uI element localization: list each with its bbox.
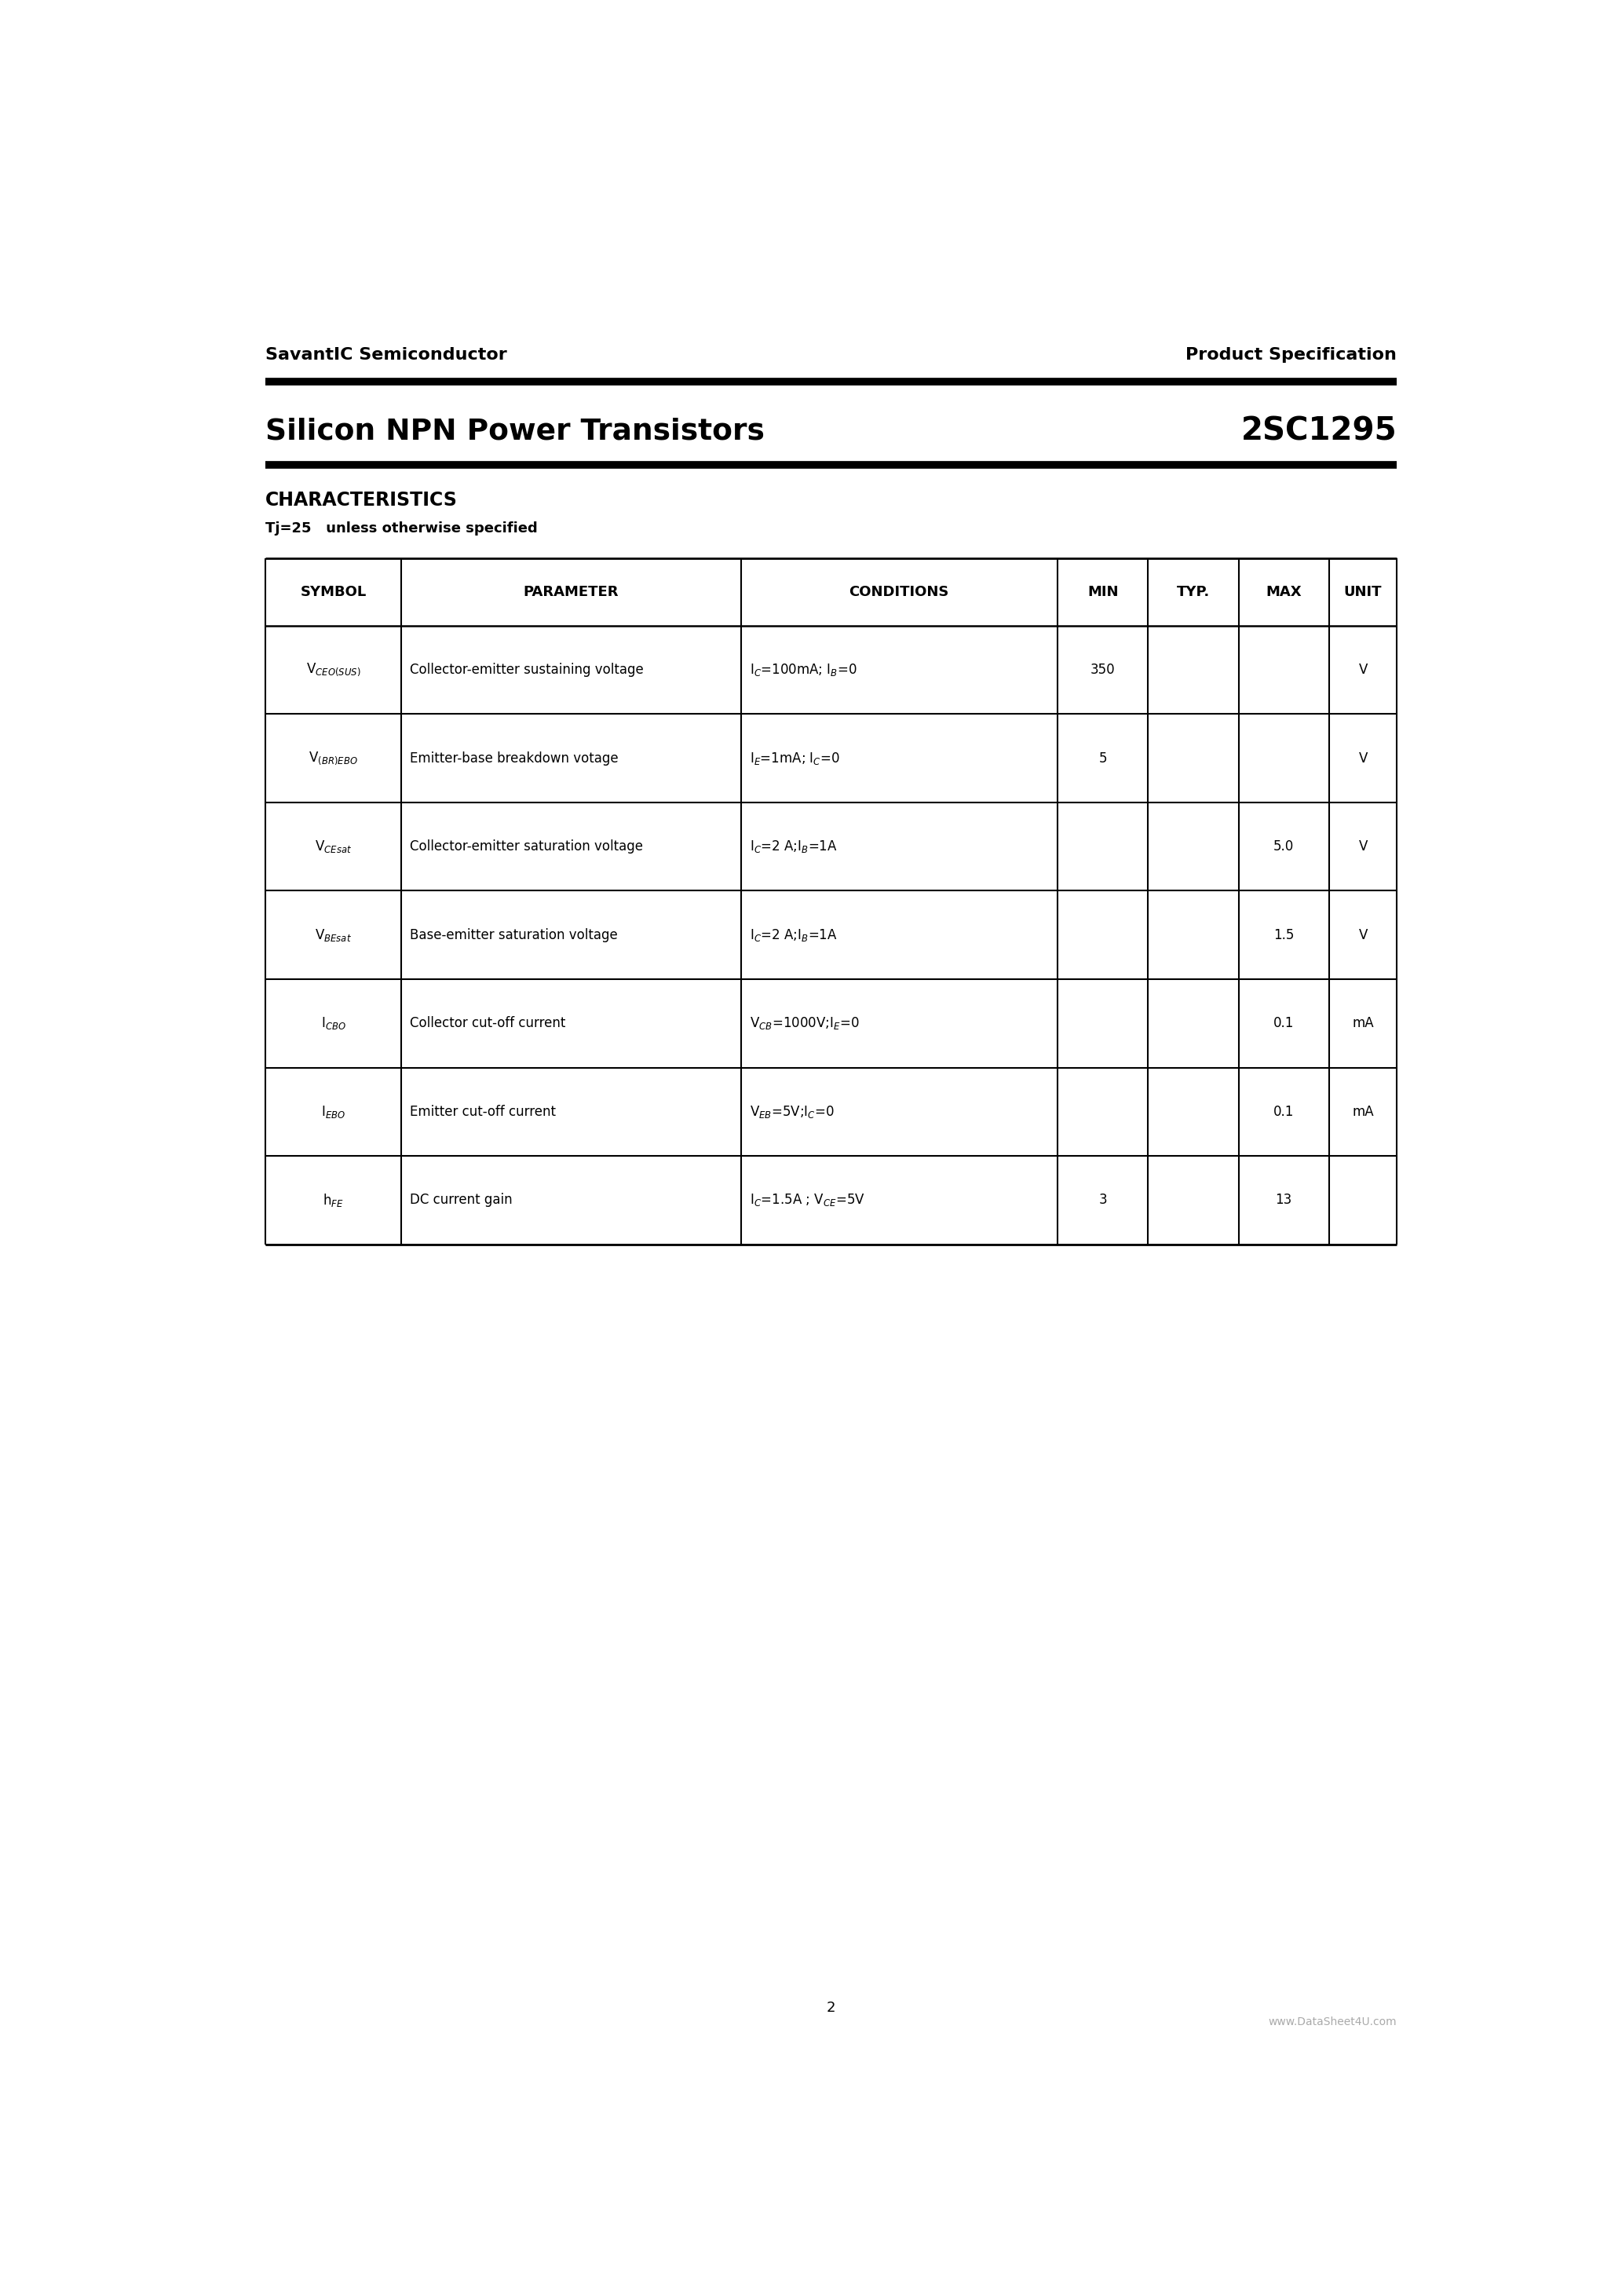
Text: UNIT: UNIT: [1345, 585, 1382, 599]
Text: 2SC1295: 2SC1295: [1241, 416, 1397, 448]
Text: CHARACTERISTICS: CHARACTERISTICS: [266, 491, 457, 510]
Text: DC current gain: DC current gain: [410, 1194, 513, 1208]
Text: CONDITIONS: CONDITIONS: [850, 585, 949, 599]
Text: I$_C$=2 A;I$_B$=1A: I$_C$=2 A;I$_B$=1A: [749, 928, 837, 944]
Text: Collector-emitter sustaining voltage: Collector-emitter sustaining voltage: [410, 664, 644, 677]
Text: Tj=25   unless otherwise specified: Tj=25 unless otherwise specified: [266, 521, 539, 535]
Text: 1.5: 1.5: [1273, 928, 1294, 941]
Text: I$_C$=1.5A ; V$_{CE}$=5V: I$_C$=1.5A ; V$_{CE}$=5V: [749, 1192, 865, 1208]
Text: V: V: [1359, 664, 1367, 677]
Text: Collector-emitter saturation voltage: Collector-emitter saturation voltage: [410, 840, 644, 854]
Text: I$_{CBO}$: I$_{CBO}$: [321, 1015, 345, 1031]
Text: Emitter-base breakdown votage: Emitter-base breakdown votage: [410, 751, 618, 765]
Text: 3: 3: [1098, 1194, 1106, 1208]
Text: V$_{(BR)EBO}$: V$_{(BR)EBO}$: [308, 751, 358, 767]
Text: V$_{BEsat}$: V$_{BEsat}$: [315, 928, 352, 944]
Text: V: V: [1359, 751, 1367, 765]
Text: V$_{EB}$=5V;I$_C$=0: V$_{EB}$=5V;I$_C$=0: [749, 1104, 834, 1120]
Text: V$_{CB}$=1000V;I$_E$=0: V$_{CB}$=1000V;I$_E$=0: [749, 1015, 860, 1031]
Text: 5: 5: [1098, 751, 1106, 765]
Text: SYMBOL: SYMBOL: [300, 585, 367, 599]
Text: Silicon NPN Power Transistors: Silicon NPN Power Transistors: [266, 418, 766, 445]
Text: I$_C$=100mA; I$_B$=0: I$_C$=100mA; I$_B$=0: [749, 661, 856, 677]
Text: 13: 13: [1275, 1194, 1293, 1208]
Text: MIN: MIN: [1087, 585, 1118, 599]
Text: Product Specification: Product Specification: [1186, 347, 1397, 363]
Text: MAX: MAX: [1265, 585, 1302, 599]
Text: I$_{EBO}$: I$_{EBO}$: [321, 1104, 345, 1120]
Text: SavantIC Semiconductor: SavantIC Semiconductor: [266, 347, 508, 363]
Text: Emitter cut-off current: Emitter cut-off current: [410, 1104, 556, 1118]
Text: 0.1: 0.1: [1273, 1017, 1294, 1031]
Text: mA: mA: [1353, 1017, 1374, 1031]
Text: TYP.: TYP.: [1176, 585, 1210, 599]
Text: V$_{CEO(SUS)}$: V$_{CEO(SUS)}$: [307, 661, 360, 677]
Text: I$_E$=1mA; I$_C$=0: I$_E$=1mA; I$_C$=0: [749, 751, 840, 767]
Text: Collector cut-off current: Collector cut-off current: [410, 1017, 566, 1031]
Text: V$_{CEsat}$: V$_{CEsat}$: [315, 838, 352, 854]
Text: h$_{FE}$: h$_{FE}$: [323, 1192, 344, 1208]
Text: V: V: [1359, 840, 1367, 854]
Text: 2: 2: [827, 2002, 835, 2016]
Text: 0.1: 0.1: [1273, 1104, 1294, 1118]
Text: 5.0: 5.0: [1273, 840, 1294, 854]
Text: mA: mA: [1353, 1104, 1374, 1118]
Text: I$_C$=2 A;I$_B$=1A: I$_C$=2 A;I$_B$=1A: [749, 838, 837, 854]
Text: 350: 350: [1090, 664, 1116, 677]
Text: Base-emitter saturation voltage: Base-emitter saturation voltage: [410, 928, 618, 941]
Text: www.DataSheet4U.com: www.DataSheet4U.com: [1268, 2016, 1397, 2027]
Text: PARAMETER: PARAMETER: [524, 585, 618, 599]
Text: V: V: [1359, 928, 1367, 941]
